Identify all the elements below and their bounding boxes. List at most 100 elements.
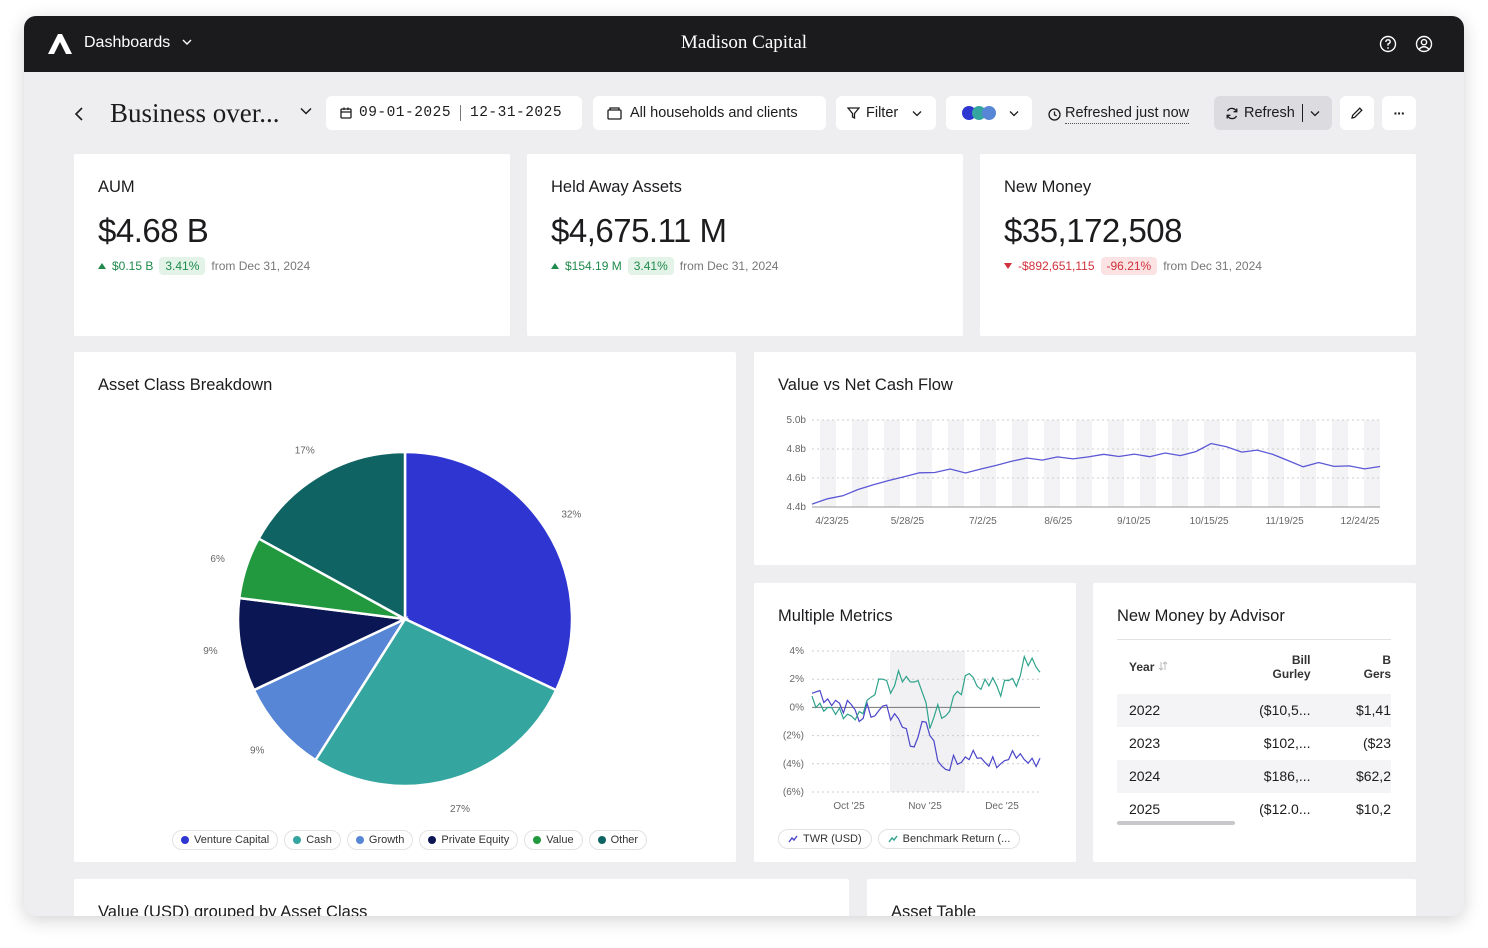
kpi-value: $4.68 B xyxy=(98,212,209,249)
refresh-icon xyxy=(1226,107,1238,119)
background-band xyxy=(1300,420,1316,507)
series-line-twr[interactable] xyxy=(811,689,1041,772)
pie-slice-label: 6% xyxy=(210,554,225,565)
cell-b-gers: ($23 xyxy=(1362,735,1391,751)
card-title: Value (USD) grouped by Asset Class xyxy=(98,903,368,916)
refresh-status[interactable]: Refreshed just now xyxy=(1048,105,1190,124)
legend-item-venture-capital[interactable]: Venture Capital xyxy=(172,830,279,850)
legend-item-other[interactable]: Other xyxy=(588,830,648,850)
start-date[interactable]: 09-01-2025 xyxy=(359,105,452,121)
x-tick-label: 11/19/25 xyxy=(1265,516,1304,527)
legend-item-cash[interactable]: Cash xyxy=(284,830,341,850)
background-band xyxy=(1204,420,1220,507)
pie-slice-label: 9% xyxy=(250,745,265,756)
legend-swatch xyxy=(597,836,606,844)
kpi-card-aum: AUM $4.68 B $0.15 B 3.41% from Dec 31, 2… xyxy=(74,154,510,336)
scope-selector[interactable]: All households and clients xyxy=(593,96,826,130)
legend-item-value[interactable]: Value xyxy=(524,830,583,850)
kpi-change: -$892,651,115 -96.21% from Dec 31, 2024 xyxy=(1004,257,1262,275)
pie-slice-private-equity[interactable] xyxy=(236,596,410,692)
value-series-line[interactable] xyxy=(811,442,1381,505)
table-row[interactable]: 2023 $102,... ($23 xyxy=(1117,727,1391,760)
pie-slice-venture-capital[interactable] xyxy=(403,450,574,692)
page-title[interactable]: Business over... xyxy=(110,98,280,128)
refresh-label: Refresh xyxy=(1244,105,1295,121)
scope-label: All households and clients xyxy=(630,105,798,121)
triangle-down-icon xyxy=(1004,263,1012,269)
cell-year: 2023 xyxy=(1129,735,1161,751)
legend-chip-twr[interactable]: TWR (USD) xyxy=(778,829,872,849)
background-band xyxy=(884,420,900,507)
x-tick-label: Oct '25 xyxy=(833,801,865,812)
card-title: New Money by Advisor xyxy=(1117,607,1285,625)
color-theme-selector[interactable] xyxy=(946,96,1032,130)
col-header-b-gers[interactable]: B Gers xyxy=(1314,639,1391,694)
cell-year: 2024 xyxy=(1117,759,1207,793)
trend-line-icon xyxy=(888,835,898,843)
more-options-button[interactable]: ··· xyxy=(1382,96,1416,130)
series-line-benchmark[interactable] xyxy=(811,654,1041,729)
legend-item-growth[interactable]: Growth xyxy=(346,830,414,850)
kpi-value: $35,172,508 xyxy=(1004,212,1183,249)
dashboards-menu[interactable]: Dashboards xyxy=(84,34,171,51)
end-date[interactable]: 12-31-2025 xyxy=(470,105,563,121)
edit-button[interactable] xyxy=(1340,96,1374,130)
pie-slice-label: 27% xyxy=(450,804,470,815)
legend-label: Growth xyxy=(368,834,405,846)
calendar-icon xyxy=(340,107,352,119)
chevron-down-icon[interactable] xyxy=(1310,110,1320,117)
legend-chip-benchmark[interactable]: Benchmark Return (... xyxy=(877,829,1021,849)
clock-icon xyxy=(1048,108,1061,121)
kpi-change: $0.15 B 3.41% from Dec 31, 2024 xyxy=(98,257,310,275)
asset-table-card: Asset Table xyxy=(867,879,1416,916)
table-row[interactable]: 2022 ($10,5... $1,41 xyxy=(1117,693,1391,727)
legend-label: Value xyxy=(546,834,574,846)
x-tick-label: 9/10/25 xyxy=(1117,516,1151,527)
dashboard-toolbar: Business over... 09-01-2025 12-31-2025 A… xyxy=(24,72,1464,154)
cell-year: 2022 xyxy=(1117,693,1207,727)
filter-button[interactable]: Filter xyxy=(836,96,936,130)
kpi-from-label: from Dec 31, 2024 xyxy=(211,259,311,273)
back-arrow-icon[interactable] xyxy=(74,107,84,121)
logo-icon[interactable] xyxy=(48,34,72,54)
horizontal-scrollbar[interactable] xyxy=(1117,821,1235,825)
background-band xyxy=(852,420,868,507)
legend-swatch xyxy=(533,836,542,844)
cell-b-gers: $62,2 xyxy=(1314,759,1391,793)
pie-slice-growth[interactable] xyxy=(252,616,409,762)
y-tick-label: 5.0b xyxy=(787,415,807,426)
split-divider xyxy=(1301,104,1303,122)
app-window: Dashboards Madison Capital Business over… xyxy=(24,16,1464,916)
x-tick-label: 7/2/25 xyxy=(969,516,997,527)
color-dots-icon xyxy=(962,106,996,120)
advisor-table-viewport: Year Bill Gurley B Gers 2022 ($10,5... $1,41… xyxy=(1117,639,1391,839)
x-tick-label: 10/15/25 xyxy=(1190,516,1229,527)
chevron-down-icon[interactable] xyxy=(300,107,312,115)
x-tick-label: Dec '25 xyxy=(985,801,1019,812)
y-tick-label: 2% xyxy=(790,674,805,685)
date-range-picker[interactable]: 09-01-2025 12-31-2025 xyxy=(326,96,582,130)
kpi-delta-value: -$892,651,115 xyxy=(1018,259,1095,273)
background-band xyxy=(948,420,964,507)
legend-label: Other xyxy=(610,834,639,846)
background-band xyxy=(1012,420,1028,507)
col-header-year[interactable]: Year xyxy=(1117,639,1207,694)
sort-icon[interactable] xyxy=(1158,661,1168,671)
pie-slice-other[interactable] xyxy=(256,450,407,622)
table-row[interactable]: 2025 ($12.0... $10,2 xyxy=(1117,793,1391,826)
pencil-icon xyxy=(1351,107,1363,119)
chevron-down-icon[interactable] xyxy=(182,38,192,46)
refresh-button[interactable]: Refresh xyxy=(1214,96,1332,130)
table-row[interactable]: 2024 $186,... $62,2 xyxy=(1117,759,1391,793)
help-icon[interactable] xyxy=(1379,35,1397,53)
filter-icon xyxy=(847,107,860,119)
col-header-bill-gurley[interactable]: Bill Gurley xyxy=(1206,639,1315,694)
pie-slice-cash[interactable] xyxy=(313,617,558,788)
kpi-card-new-money: New Money $35,172,508 -$892,651,115 -96.… xyxy=(980,154,1416,336)
user-account-icon[interactable] xyxy=(1415,35,1433,53)
legend-item-private-equity[interactable]: Private Equity xyxy=(419,830,519,850)
kpi-pct-badge: 3.41% xyxy=(159,257,206,275)
background-band xyxy=(1332,420,1348,507)
table-header-row: Year Bill Gurley B Gers xyxy=(1117,639,1391,694)
x-tick-label: 12/24/25 xyxy=(1341,516,1380,527)
